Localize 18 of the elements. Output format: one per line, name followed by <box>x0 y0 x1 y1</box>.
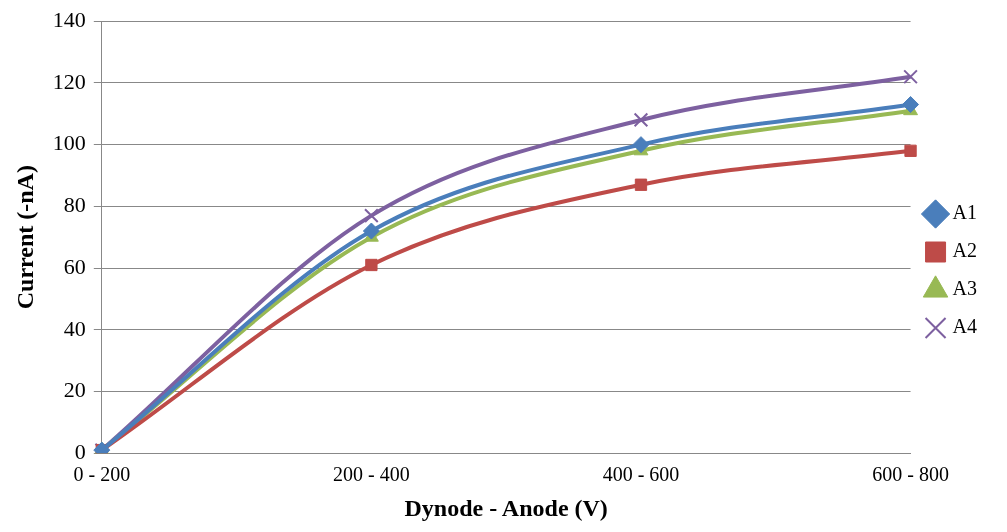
legend-label: A3 <box>952 277 978 300</box>
x-tick-label: 600 - 800 <box>872 463 949 486</box>
y-axis-title: Current (-nA) <box>11 165 38 310</box>
y-tick-label: 80 <box>63 192 86 218</box>
y-tick-label: 0 <box>74 438 86 464</box>
legend-label: A2 <box>952 239 978 262</box>
x-tick-label: 200 - 400 <box>333 463 410 486</box>
y-tick-label: 100 <box>52 130 86 156</box>
y-tick-label: 20 <box>63 377 86 403</box>
y-tick-label: 60 <box>63 253 86 279</box>
y-tick-label: 120 <box>52 68 86 94</box>
legend-label: A1 <box>952 201 978 224</box>
x-axis-title: Dynode - Anode (V) <box>404 494 608 521</box>
y-tick-label: 40 <box>63 315 86 341</box>
x-tick-label: 0 - 200 <box>73 463 131 486</box>
y-tick-label: 140 <box>52 6 86 32</box>
legend-label: A4 <box>952 315 978 338</box>
x-tick-label: 400 - 600 <box>602 463 680 486</box>
